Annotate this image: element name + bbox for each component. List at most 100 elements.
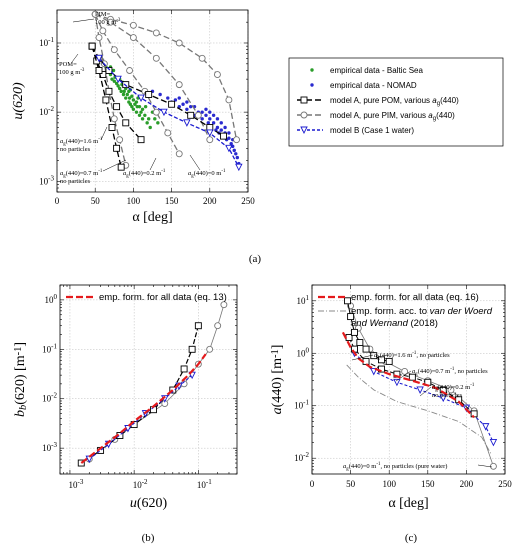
data-point <box>194 111 202 119</box>
annotation-leader <box>189 154 201 171</box>
data-point <box>137 94 145 103</box>
y-tick-label: 10-1 <box>294 399 309 411</box>
series-line <box>80 325 199 464</box>
series-line <box>94 13 238 140</box>
annotation: ag(440)=0 m-1, no particles (pure water) <box>343 462 447 472</box>
legend-marker <box>310 68 314 72</box>
annotation-leader <box>71 53 79 63</box>
annotation: ag(440)=0.7 m-1, no particles <box>412 367 488 377</box>
data-point <box>126 67 134 74</box>
data-point <box>206 129 214 137</box>
data-point <box>175 81 183 89</box>
data-point <box>110 77 114 81</box>
data-point <box>215 125 220 130</box>
x-tick-label: 150 <box>421 479 435 489</box>
data-point <box>137 104 142 109</box>
data-point <box>489 438 498 447</box>
annotation: POM= <box>59 61 77 68</box>
data-point <box>177 96 181 100</box>
data-point <box>206 121 210 125</box>
data-point <box>233 136 240 144</box>
data-point <box>88 42 96 50</box>
panel-label: (c) <box>405 532 418 544</box>
x-axis-label: u(620) <box>130 496 168 511</box>
data-point <box>204 107 208 111</box>
data-point <box>130 104 134 109</box>
data-point <box>206 345 214 353</box>
data-point <box>211 113 216 118</box>
data-point <box>183 119 191 127</box>
series-line <box>89 304 225 460</box>
panel-label: (b) <box>142 532 155 544</box>
data-point <box>169 386 177 394</box>
data-point <box>131 107 136 111</box>
y-tick-label: 10-3 <box>39 174 54 186</box>
data-point <box>344 297 351 305</box>
data-point <box>164 129 172 137</box>
x-tick-label: 200 <box>203 196 217 206</box>
data-point <box>213 71 221 78</box>
panel-b: 10-3 10-2 10-1 10-3 10-2 10-1 100 u(620) bb(620)… <box>13 284 238 511</box>
x-tick-label: 100 <box>382 479 396 489</box>
data-point <box>156 121 160 125</box>
y-tick-label: 10-3 <box>42 441 57 453</box>
data-point <box>140 117 145 121</box>
data-point <box>117 86 122 91</box>
data-point <box>114 75 122 84</box>
y-tick-label: 10-2 <box>42 392 57 404</box>
data-point <box>137 113 142 118</box>
legend-marker <box>310 83 314 87</box>
x-tick-label: 100 <box>127 196 141 206</box>
data-point <box>121 92 126 97</box>
data-point <box>77 459 85 467</box>
legend-marker <box>300 126 308 135</box>
x-tick-label: 50 <box>91 196 101 206</box>
data-point <box>143 113 147 118</box>
data-point <box>116 84 120 88</box>
series-line <box>80 353 207 464</box>
y-tick-label: 100 <box>297 346 310 358</box>
data-point <box>131 98 136 102</box>
data-point <box>181 102 185 106</box>
data-point <box>112 79 117 83</box>
data-point <box>208 117 212 121</box>
data-point <box>204 113 208 118</box>
data-point <box>153 117 157 121</box>
plot-frame <box>59 284 238 475</box>
data-point <box>185 107 189 111</box>
legend-frame <box>288 57 504 147</box>
panel-c: 0 50 100 150 200 250 10-2 10-1 100 101 α [deg] a(44… <box>270 284 512 511</box>
data-point <box>146 117 151 121</box>
series-line <box>98 57 240 168</box>
data-point <box>185 100 189 104</box>
data-point <box>227 136 231 140</box>
series-line <box>94 14 180 155</box>
data-point <box>95 67 103 74</box>
data-point <box>235 155 240 160</box>
data-point <box>116 136 124 144</box>
data-point <box>127 96 132 100</box>
data-point <box>122 89 126 94</box>
data-point <box>105 67 113 74</box>
data-point <box>180 365 188 373</box>
data-point <box>140 107 145 111</box>
data-point <box>187 111 195 119</box>
annotation-leader <box>351 354 374 361</box>
data-point <box>356 339 364 347</box>
legend-label: emp. form. for all data (eq. 16) <box>351 292 479 303</box>
annotation-leader <box>100 126 108 141</box>
data-point <box>122 119 130 127</box>
legend-label: empirical data - NOMAD <box>330 81 417 90</box>
panel-a: 0 50 100 150 200 250 10-3 10-2 10-1 α [deg] u(620)… <box>11 9 255 225</box>
data-point <box>111 68 116 73</box>
x-tick-label: 200 <box>460 479 474 489</box>
data-point <box>129 21 137 29</box>
data-point <box>219 121 223 125</box>
data-point <box>130 94 134 98</box>
data-point <box>223 125 227 130</box>
y-tick-label: 10-2 <box>294 451 309 463</box>
x-tick-label: 10-2 <box>133 478 148 490</box>
series-line <box>348 337 475 415</box>
data-point <box>229 141 233 146</box>
series-line <box>346 364 492 455</box>
